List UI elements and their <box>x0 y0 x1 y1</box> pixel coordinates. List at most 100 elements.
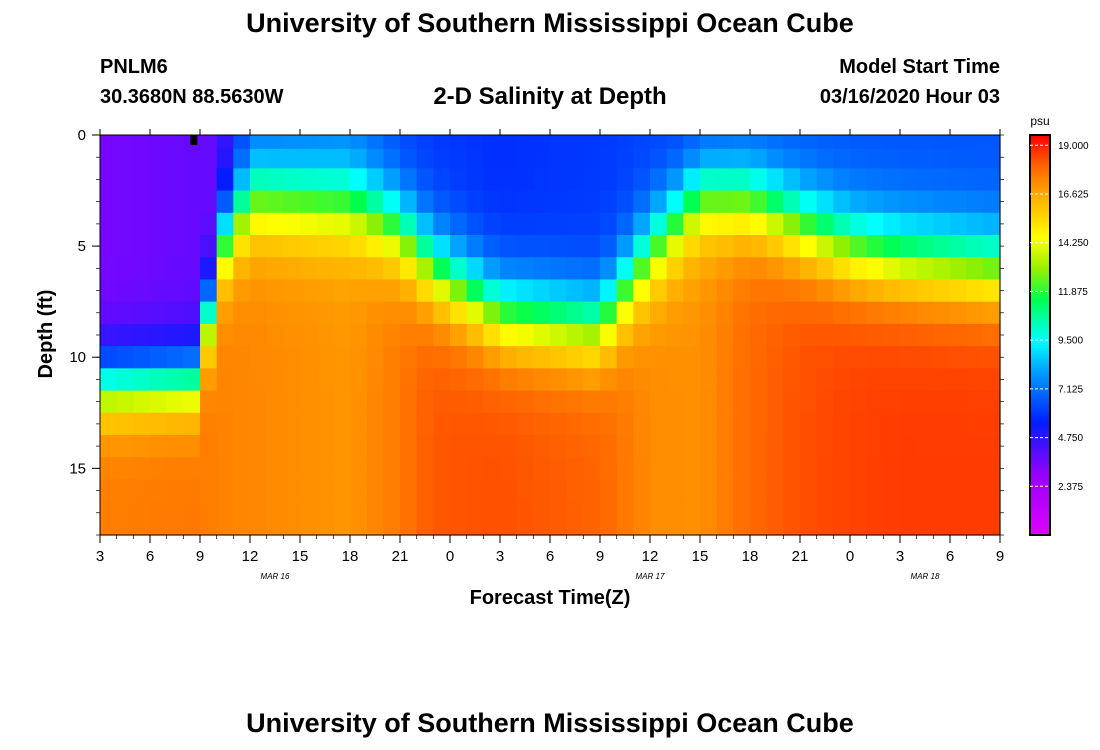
colorbar-segment <box>1030 475 1050 478</box>
colorbar-segment <box>1030 377 1050 381</box>
heatmap-cell <box>233 457 251 481</box>
heatmap-cell <box>116 323 134 347</box>
heatmap-cell <box>100 235 118 258</box>
heatmap-cell <box>250 212 268 236</box>
heatmap-cell <box>550 190 568 214</box>
heatmap-cell <box>150 168 168 192</box>
heatmap-cell <box>983 368 1001 392</box>
heatmap-cell <box>450 257 468 281</box>
heatmap-cell <box>900 148 918 169</box>
heatmap-cell <box>216 457 234 481</box>
heatmap-cell <box>133 346 151 369</box>
heatmap-cell <box>700 435 718 458</box>
heatmap-cell <box>266 279 284 303</box>
colorbar-segment <box>1030 147 1050 151</box>
heatmap-cell <box>833 168 851 192</box>
heatmap-cell <box>516 501 534 536</box>
heatmap-cell <box>416 435 434 458</box>
heatmap-cell <box>783 235 801 258</box>
heatmap-cell <box>850 257 868 281</box>
colorbar-segment <box>1030 435 1050 438</box>
heatmap-cell <box>716 212 734 236</box>
heatmap-cell <box>100 457 118 481</box>
heatmap-cell <box>233 301 251 325</box>
heatmap-cell <box>300 412 318 436</box>
heatmap-cell <box>883 390 901 414</box>
heatmap-cell <box>650 148 668 169</box>
heatmap-cell <box>866 412 884 436</box>
heatmap-cell <box>316 212 334 236</box>
heatmap-cell <box>750 135 768 150</box>
heatmap-cell <box>900 235 918 258</box>
heatmap-cell <box>516 346 534 369</box>
heatmap-cell <box>950 435 968 458</box>
colorbar-segment <box>1030 202 1050 206</box>
heatmap-cell <box>950 390 968 414</box>
heatmap-cell <box>450 135 468 150</box>
heatmap-cell <box>433 148 451 169</box>
heatmap-cell <box>400 435 418 458</box>
heatmap-cell <box>650 390 668 414</box>
heatmap-cell <box>816 148 834 169</box>
heatmap-cell <box>950 212 968 236</box>
x-tick-label: 12 <box>242 548 259 565</box>
heatmap-cell <box>600 412 618 436</box>
heatmap-cell <box>750 212 768 236</box>
heatmap-cell <box>333 457 351 481</box>
heatmap-cell <box>933 148 951 169</box>
heatmap-cell <box>233 257 251 281</box>
heatmap-cell <box>566 135 584 150</box>
heatmap-cell <box>266 257 284 281</box>
heatmap-cell <box>833 323 851 347</box>
heatmap-cell <box>683 235 701 258</box>
y-tick-label: 0 <box>78 127 86 144</box>
heatmap-cell <box>350 390 368 414</box>
heatmap-cell <box>566 212 584 236</box>
heatmap-cell <box>450 148 468 169</box>
heatmap-cell <box>900 435 918 458</box>
colorbar-segment <box>1030 255 1050 258</box>
heatmap-cell <box>600 257 618 281</box>
heatmap-cell <box>366 412 384 436</box>
heatmap-cell <box>600 212 618 236</box>
heatmap-cell <box>950 457 968 481</box>
heatmap-cell <box>116 390 134 414</box>
heatmap-cell <box>716 346 734 369</box>
heatmap-cell <box>566 479 584 503</box>
heatmap-cell <box>600 148 618 169</box>
heatmap-cell <box>100 190 118 214</box>
heatmap-cell <box>283 257 301 281</box>
colorbar-segment <box>1030 500 1050 503</box>
colorbar-tick-label: 2.375 <box>1058 482 1083 493</box>
heatmap-cell <box>300 457 318 481</box>
heatmap-cell <box>133 501 151 536</box>
colorbar-segment <box>1030 240 1050 243</box>
heatmap-cell <box>150 346 168 369</box>
heatmap-cell <box>233 479 251 503</box>
heatmap-cell <box>566 501 584 536</box>
heatmap-cell <box>866 323 884 347</box>
heatmap-cell <box>933 390 951 414</box>
heatmap-cell <box>433 435 451 458</box>
heatmap-cell <box>483 346 501 369</box>
heatmap-cell <box>900 257 918 281</box>
colorbar-segment <box>1030 460 1050 463</box>
heatmap-cell <box>633 346 651 369</box>
heatmap-cell <box>533 301 551 325</box>
heatmap-cell <box>933 346 951 369</box>
heatmap-cell <box>400 301 418 325</box>
heatmap-cell <box>533 168 551 192</box>
heatmap-cell <box>450 501 468 536</box>
heatmap-cell <box>533 323 551 347</box>
heatmap-cell <box>316 435 334 458</box>
colorbar-segment <box>1030 480 1050 483</box>
heatmap-cell <box>983 479 1001 503</box>
colorbar-segment <box>1030 232 1050 236</box>
heatmap-cell <box>550 368 568 392</box>
heatmap-cell <box>900 279 918 303</box>
heatmap-cell <box>666 212 684 236</box>
x-tick-label: 6 <box>146 548 154 565</box>
heatmap-cell <box>466 479 484 503</box>
heatmap-cell <box>816 257 834 281</box>
